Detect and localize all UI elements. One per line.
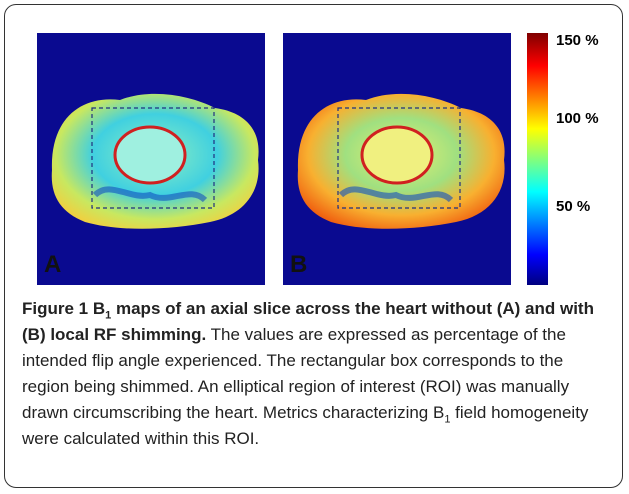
page: A B 150 % 100 % 50 % Figure 1 B1 maps of… <box>0 0 629 494</box>
colorbar-label: 150 % <box>556 32 599 49</box>
panel-b: B <box>283 33 511 285</box>
caption: Figure 1 B1 maps of an axial slice acros… <box>22 296 612 452</box>
colorbar-label: 100 % <box>556 110 599 127</box>
panel-label: A <box>44 251 61 278</box>
panel-label: B <box>290 251 307 278</box>
panel-a: A <box>37 33 265 285</box>
colorbar <box>527 33 548 285</box>
caption-title: B <box>93 299 105 318</box>
colorbar-label: 50 % <box>556 198 590 215</box>
figure: A B 150 % 100 % 50 % <box>0 0 629 294</box>
caption-label: Figure 1 <box>22 299 88 318</box>
